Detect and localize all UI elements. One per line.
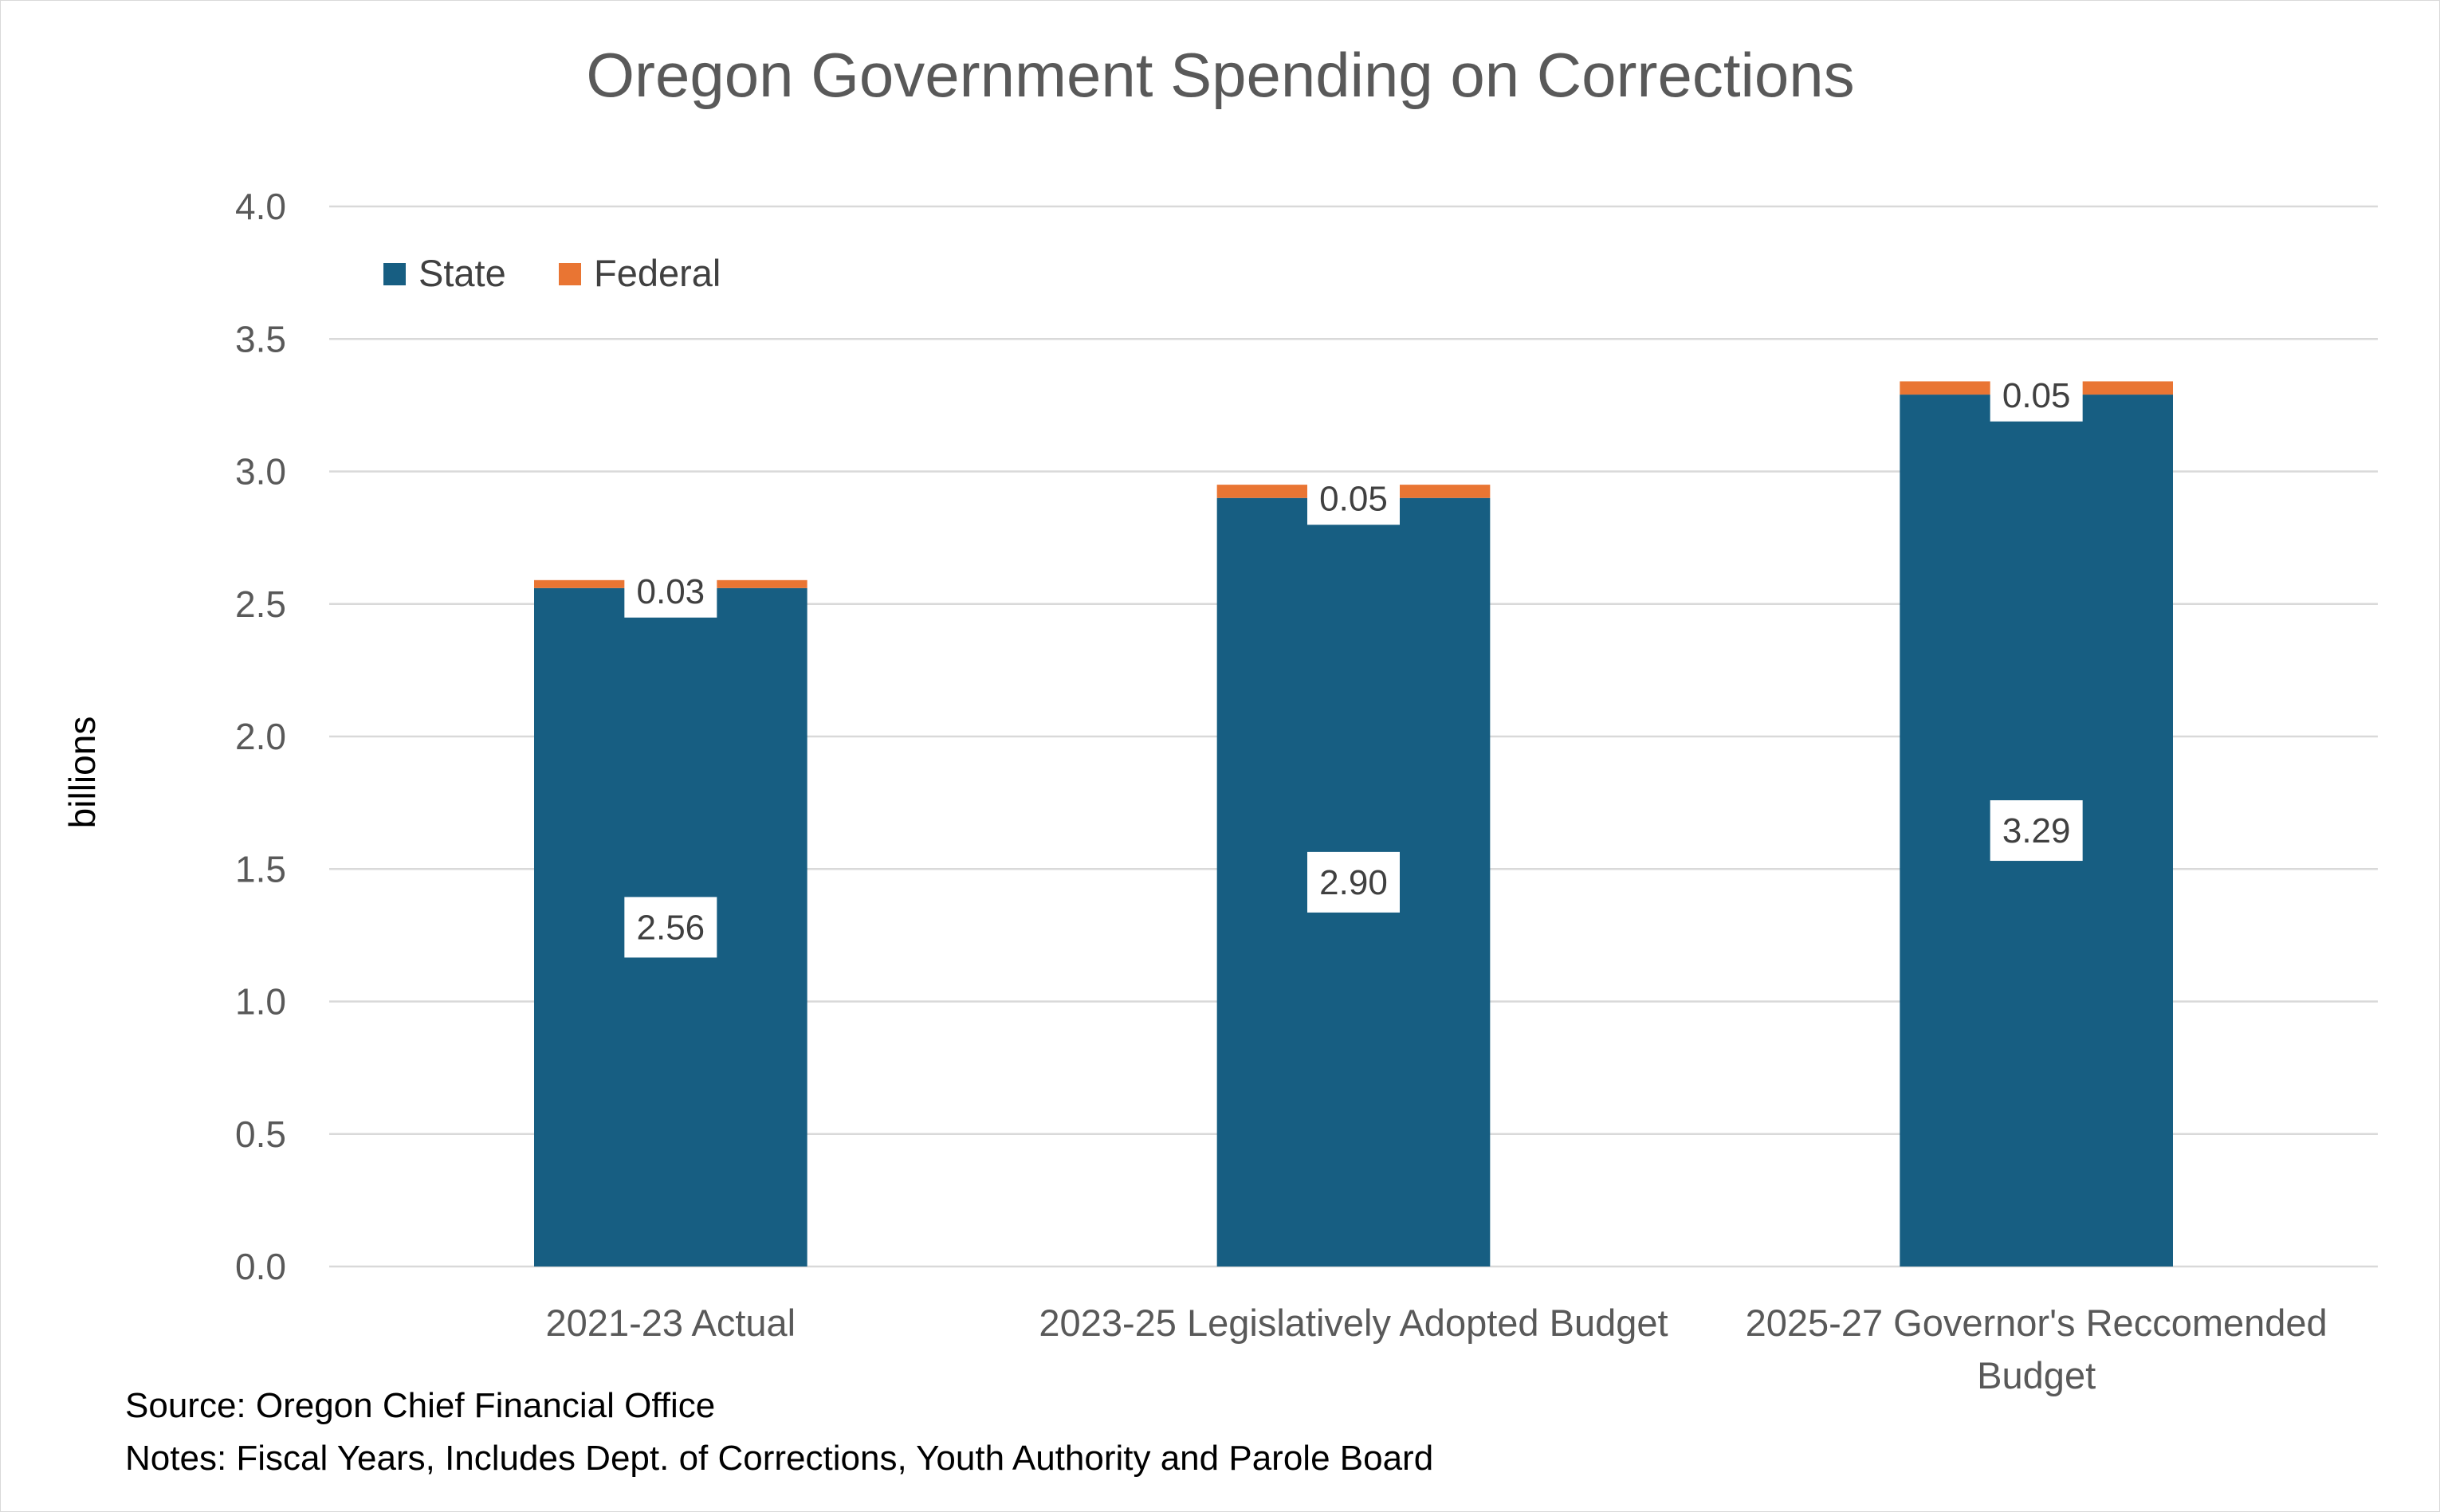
y-tick-label: 1.0 [235,981,286,1023]
data-label-box-federal [1990,371,2083,422]
x-category-label: 2021-23 Actual [546,1302,796,1344]
data-label-federal: 0.03 [637,572,705,611]
source-note: Source: Oregon Chief Financial Office [125,1386,716,1425]
data-label-box-state [624,897,717,958]
legend: State Federal [383,252,721,294]
data-label-state: 3.29 [2002,811,2071,850]
chart-title: Oregon Government Spending on Correction… [586,40,1854,110]
data-label-state: 2.90 [1319,863,1388,902]
y-tick-label: 2.0 [235,716,286,757]
y-tick-label: 3.5 [235,318,286,359]
legend-swatch [383,263,406,285]
legend-label: Federal [594,252,721,294]
data-label-box-federal [1307,475,1400,525]
data-labels: 2.56 0.03 2.90 0.05 3.29 0.05 [624,371,2083,958]
y-tick-label: 4.0 [235,186,286,227]
y-tick-label: 1.5 [235,848,286,890]
y-axis-title: billions [61,717,103,829]
y-ticks: 0.0 0.5 1.0 1.5 2.0 2.5 3.0 3.5 4.0 [235,186,286,1287]
data-label-box-state [1307,851,1400,913]
notes-note: Notes: Fiscal Years, Includes Dept. of C… [125,1439,1434,1478]
y-tick-label: 2.5 [235,583,286,625]
data-label-federal: 0.05 [2002,376,2071,415]
data-label-federal: 0.05 [1319,479,1388,518]
x-category-label: Budget [1977,1354,2096,1396]
data-label-state: 2.56 [637,908,705,947]
x-categories: 2021-23 Actual 2023-25 Legislatively Adop… [546,1302,2328,1396]
legend-swatch [559,263,581,285]
y-tick-label: 3.0 [235,451,286,493]
x-category-label: 2025-27 Governor's Reccomended [1746,1302,2328,1344]
data-label-box-state [1990,800,2083,862]
legend-label: State [418,252,506,294]
data-label-box-federal [624,567,717,618]
x-category-label: 2023-25 Legislatively Adopted Budget [1039,1302,1668,1344]
y-tick-label: 0.0 [235,1246,286,1287]
y-tick-label: 0.5 [235,1113,286,1155]
